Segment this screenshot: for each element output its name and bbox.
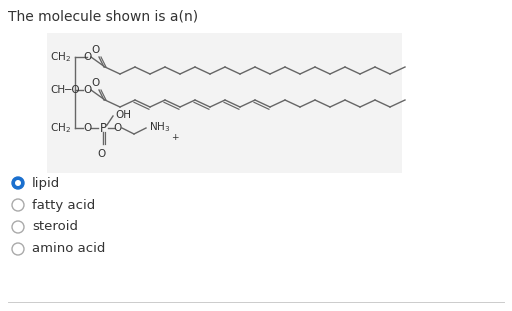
Text: O: O [92, 45, 100, 55]
Text: fatty acid: fatty acid [32, 198, 95, 211]
Text: O: O [83, 123, 91, 133]
Text: lipid: lipid [32, 177, 60, 189]
Text: CH$_2$: CH$_2$ [50, 121, 71, 135]
Text: +: + [171, 133, 179, 142]
FancyBboxPatch shape [47, 33, 402, 173]
Text: O: O [83, 85, 91, 95]
Text: NH$_3$: NH$_3$ [149, 120, 170, 134]
Text: steroid: steroid [32, 220, 78, 234]
Text: amino acid: amino acid [32, 243, 105, 256]
Text: P: P [99, 122, 106, 134]
Text: O: O [83, 52, 91, 62]
Text: O: O [98, 149, 106, 159]
Text: The molecule shown is a(n): The molecule shown is a(n) [8, 10, 198, 24]
Text: O: O [92, 78, 100, 88]
Text: O: O [113, 123, 121, 133]
Text: CH─O: CH─O [50, 85, 80, 95]
Text: CH$_2$: CH$_2$ [50, 50, 71, 64]
Circle shape [12, 177, 24, 189]
Circle shape [16, 181, 20, 185]
Text: OH: OH [115, 110, 131, 120]
